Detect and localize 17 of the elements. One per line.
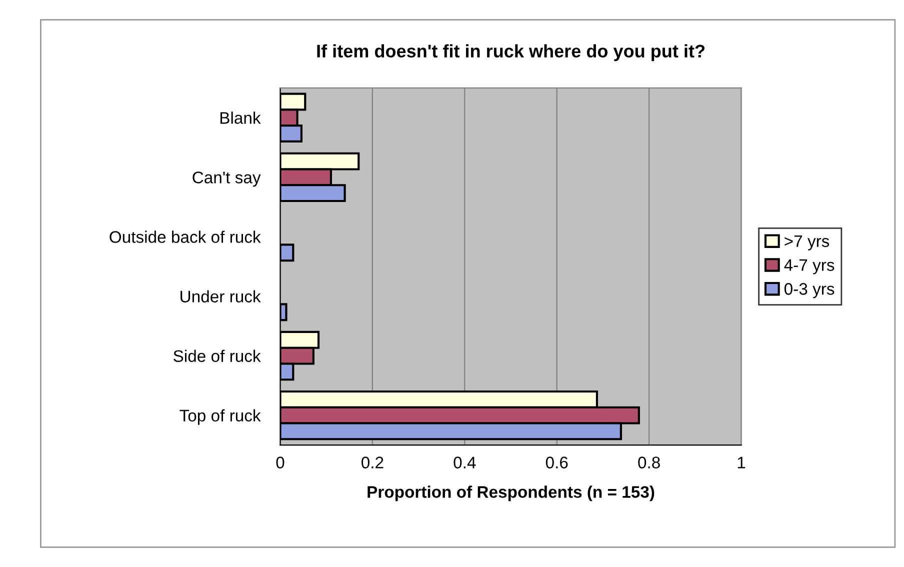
x-axis-title: Proportion of Respondents (n = 153) [368,486,654,502]
x-tick-label: 0.8 [638,456,660,468]
chart-title: If item doesn't fit in ruck where do you put it? [317,44,704,62]
y-tick-label: Can't say [192,172,261,187]
x-tick-label: 0.2 [362,456,384,468]
y-tick-label: Under ruck [180,290,261,302]
y-tick-label: Outside back of ruck [110,230,261,243]
legend-label: >7 yrs [784,235,830,250]
y-tick-label: Blank [220,112,261,124]
x-tick-label: 1 [738,456,746,468]
y-tick-label: Top of ruck [180,409,261,425]
legend-label: 4-7 yrs [784,259,834,274]
legend-label: 0-3 yrs [784,283,834,298]
x-tick-label: 0.6 [546,456,568,468]
y-tick-label: Side of ruck [174,350,261,362]
x-tick-label: 0 [276,456,284,468]
x-tick-label: 0.4 [454,456,476,468]
